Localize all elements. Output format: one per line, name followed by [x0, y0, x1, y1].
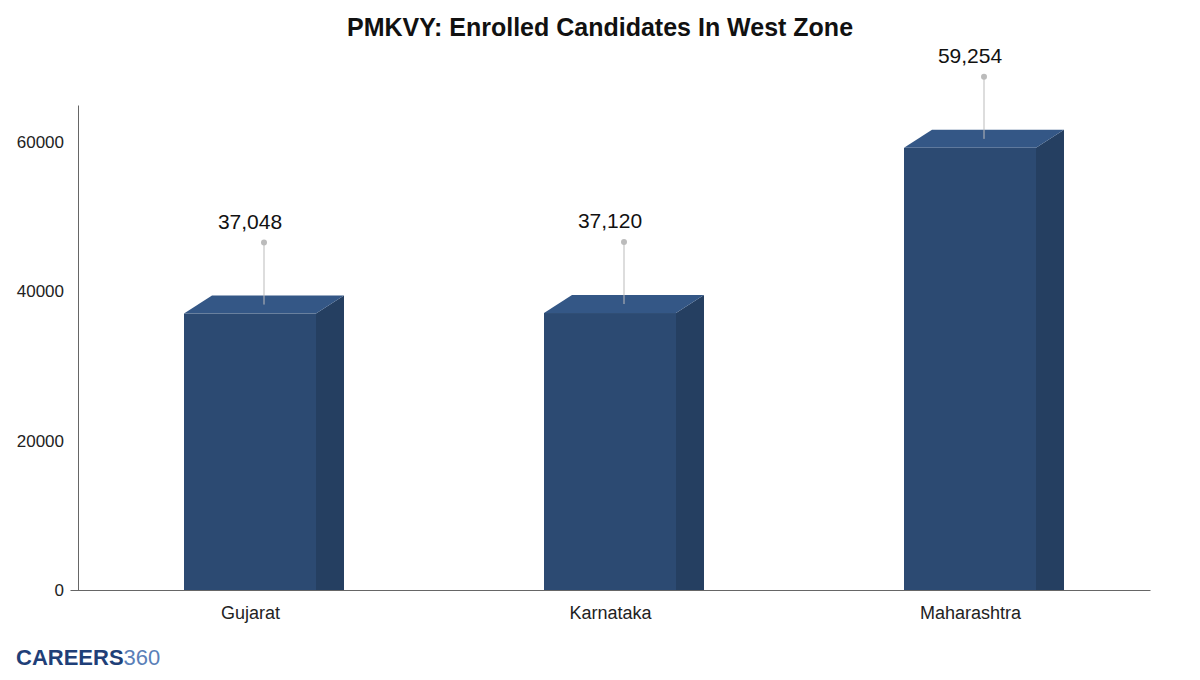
y-axis-line [78, 106, 79, 591]
y-tick: 60000 [17, 133, 78, 152]
bar [184, 314, 316, 590]
bar-side [316, 296, 344, 590]
bar [904, 148, 1036, 590]
x-tick-label: Gujarat [221, 603, 280, 623]
leader-dot [981, 74, 987, 80]
bars [184, 130, 1064, 590]
y-tick-label: 0 [55, 581, 64, 600]
bar [544, 313, 676, 590]
bar-side [1036, 130, 1064, 590]
bar-side [676, 295, 704, 590]
data-label: 37,120 [578, 209, 642, 232]
x-tick-label: Maharashtra [920, 603, 1022, 623]
leader-dot [621, 239, 627, 245]
y-tick-label: 40000 [17, 282, 64, 301]
x-tick: Gujarat [221, 590, 280, 623]
leader-line [624, 242, 625, 304]
y-tick-label: 60000 [17, 133, 64, 152]
y-tick-label: 20000 [17, 432, 64, 451]
x-tick: Karnataka [569, 590, 652, 623]
leader-line [264, 243, 265, 305]
leader-line [984, 77, 985, 139]
chart: PMKVY: Enrolled Candidates In West Zone 0… [0, 0, 1200, 680]
leader-dot [261, 240, 267, 246]
bar-group [184, 296, 344, 590]
data-label: 59,254 [938, 44, 1003, 67]
data-label: 37,048 [218, 210, 282, 233]
y-tick: 40000 [17, 282, 78, 301]
bar-group [544, 295, 704, 590]
y-axis: 0 20000 40000 60000 [17, 106, 79, 600]
y-tick: 20000 [17, 432, 78, 451]
x-axis: Gujarat Karnataka Maharashtra [71, 590, 1151, 623]
x-tick-label: Karnataka [569, 603, 652, 623]
x-tick: Maharashtra [920, 590, 1022, 623]
logo: CAREERS360 [16, 645, 160, 670]
data-labels: 37,048 37,120 59,254 [218, 44, 1003, 305]
title: PMKVY: Enrolled Candidates In West Zone [347, 13, 853, 41]
bar-group [904, 130, 1064, 590]
x-axis-line [71, 590, 1151, 591]
